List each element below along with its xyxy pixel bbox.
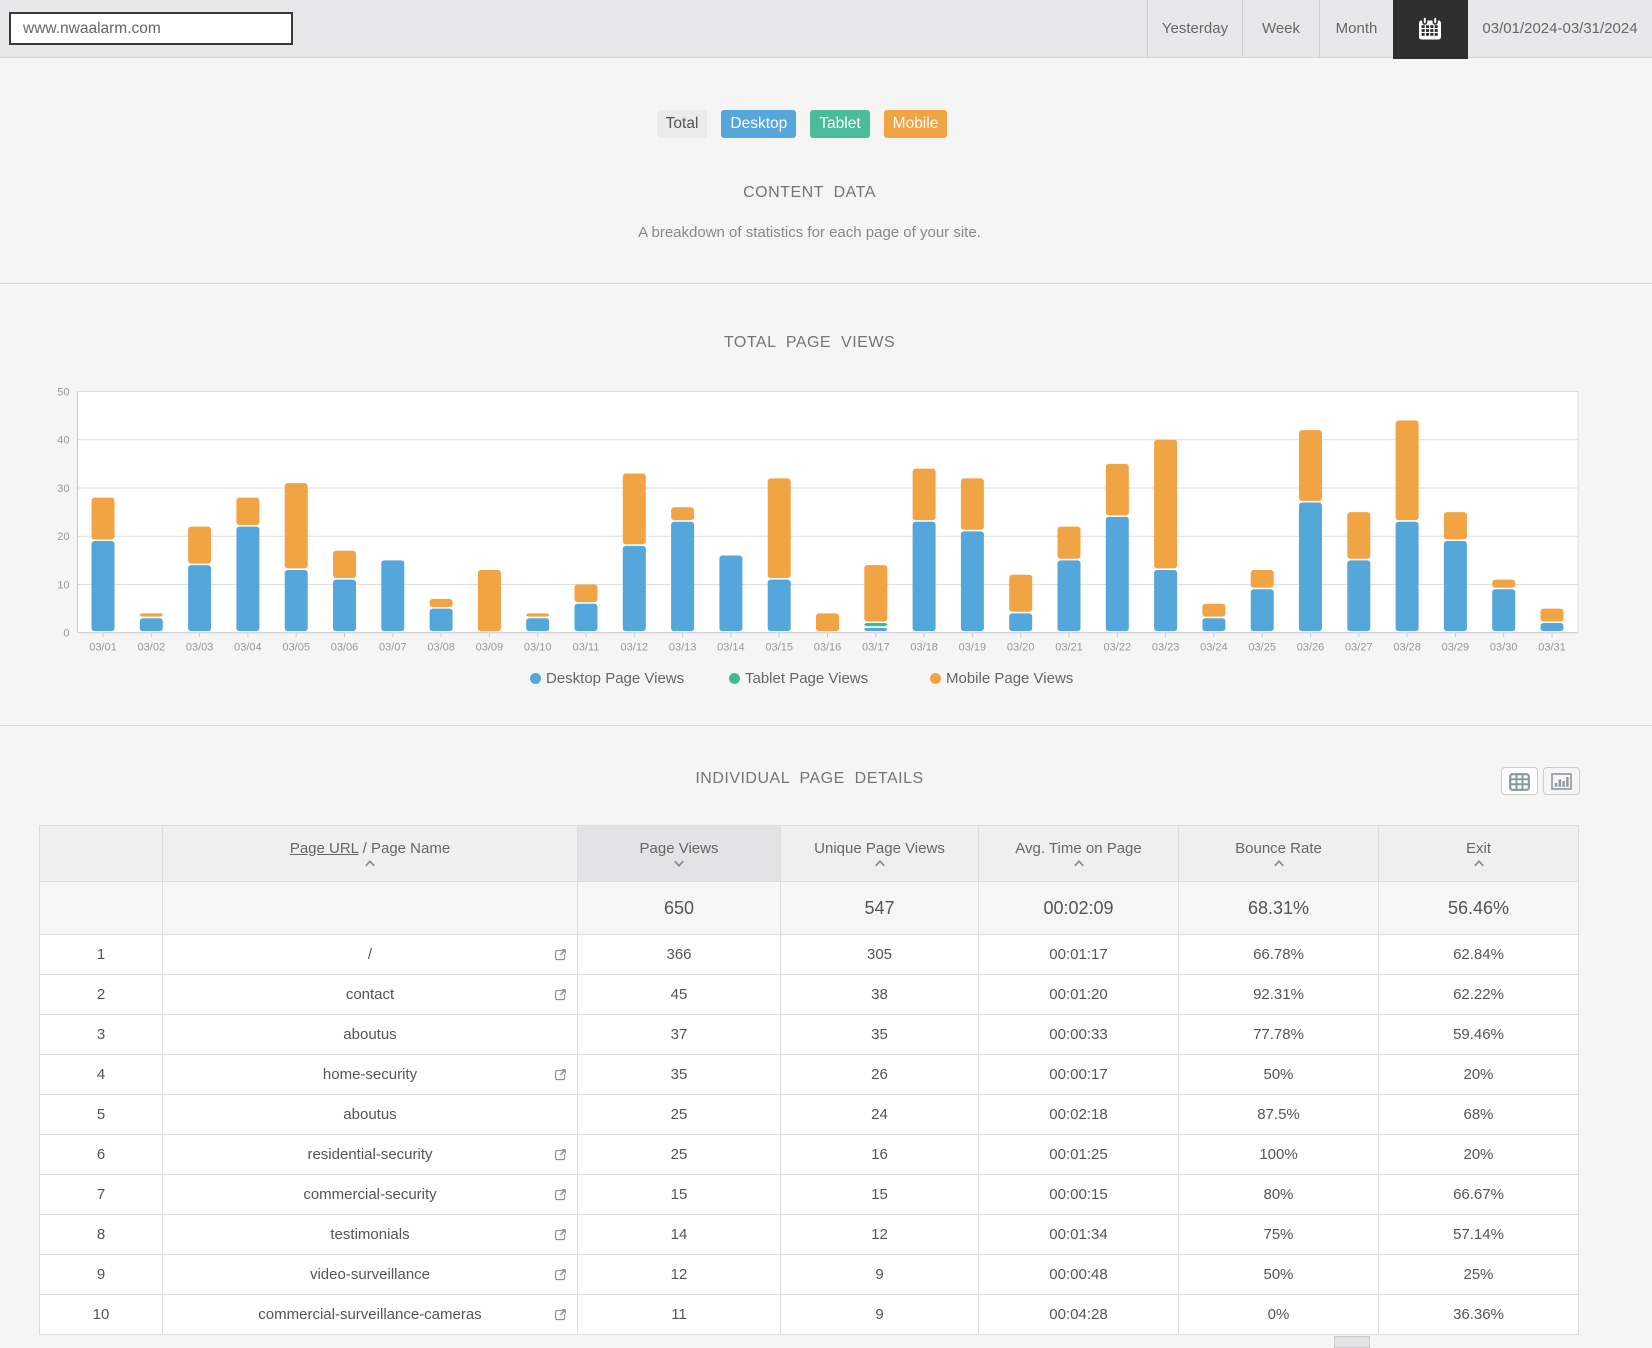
svg-text:40: 40	[57, 435, 69, 447]
svg-text:03/28: 03/28	[1393, 642, 1421, 654]
svg-text:03/08: 03/08	[427, 642, 455, 654]
svg-text:03/12: 03/12	[621, 642, 649, 654]
svg-text:03/22: 03/22	[1104, 642, 1132, 654]
svg-text:30: 30	[57, 483, 69, 495]
svg-text:03/11: 03/11	[573, 642, 600, 654]
svg-text:03/07: 03/07	[379, 642, 407, 654]
svg-text:10: 10	[57, 580, 69, 592]
svg-text:03/14: 03/14	[717, 642, 745, 654]
svg-text:03/15: 03/15	[765, 642, 793, 654]
svg-text:03/31: 03/31	[1538, 642, 1566, 654]
svg-text:03/09: 03/09	[476, 642, 504, 654]
svg-text:03/29: 03/29	[1442, 642, 1470, 654]
svg-text:0: 0	[63, 628, 69, 640]
svg-text:03/24: 03/24	[1200, 642, 1228, 654]
svg-text:03/16: 03/16	[814, 642, 842, 654]
svg-text:03/25: 03/25	[1248, 642, 1276, 654]
svg-text:50: 50	[57, 387, 69, 399]
svg-text:03/02: 03/02	[138, 642, 166, 654]
svg-text:03/01: 03/01	[89, 642, 117, 654]
svg-text:03/21: 03/21	[1055, 642, 1083, 654]
svg-text:03/18: 03/18	[910, 642, 938, 654]
svg-text:03/03: 03/03	[186, 642, 214, 654]
svg-text:03/10: 03/10	[524, 642, 552, 654]
svg-text:20: 20	[57, 531, 69, 543]
svg-text:03/20: 03/20	[1007, 642, 1035, 654]
svg-text:03/30: 03/30	[1490, 642, 1518, 654]
svg-text:03/06: 03/06	[331, 642, 359, 654]
svg-text:03/26: 03/26	[1297, 642, 1325, 654]
svg-text:03/04: 03/04	[234, 642, 262, 654]
svg-text:03/17: 03/17	[862, 642, 890, 654]
svg-text:03/13: 03/13	[669, 642, 697, 654]
svg-text:03/27: 03/27	[1345, 642, 1373, 654]
svg-text:03/23: 03/23	[1152, 642, 1180, 654]
svg-text:03/05: 03/05	[282, 642, 310, 654]
svg-text:03/19: 03/19	[959, 642, 987, 654]
